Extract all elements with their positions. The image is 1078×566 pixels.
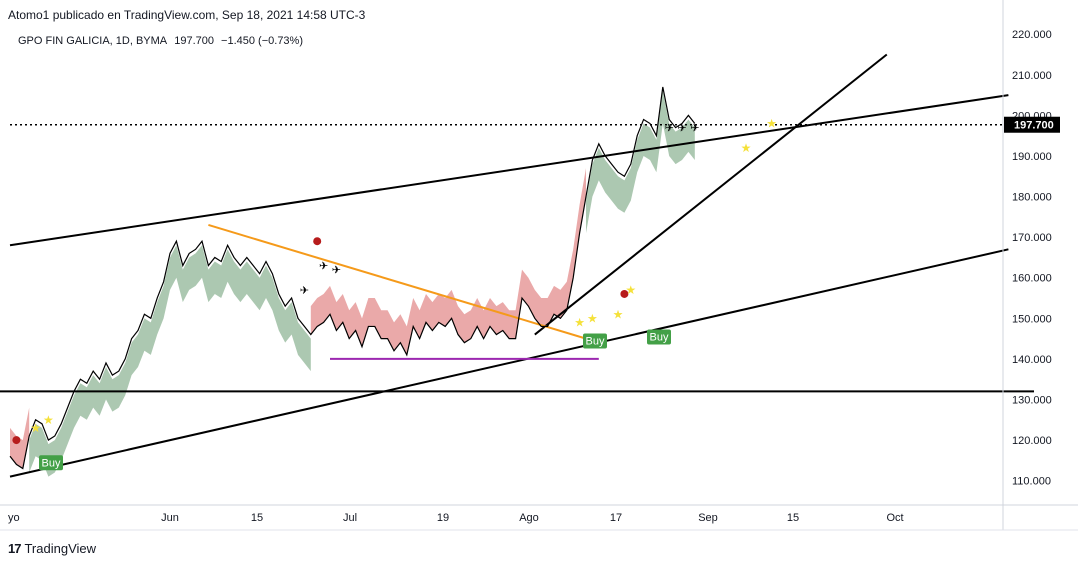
last-price-label: 197.700 — [1014, 120, 1054, 132]
publisher-caption: Atomo1 publicado en TradingView.com, Sep… — [8, 8, 366, 22]
last-price-badge — [1004, 116, 1060, 133]
price-series-line — [9, 86, 696, 470]
x-tick-label: yo — [8, 512, 20, 524]
buy-label-text: Buy — [586, 336, 605, 348]
star-icon: ★ — [613, 307, 624, 321]
x-tick-label: Jun — [161, 512, 179, 524]
x-tick-label: Sep — [698, 512, 718, 524]
y-tick-label: 130.000 — [1012, 394, 1052, 406]
upper-channel-line — [9, 94, 1009, 247]
symbol-legend: GPO FIN GALICIA, 1D, BYMA 197.700 −1.450… — [18, 35, 307, 47]
y-tick-label: 150.000 — [1012, 313, 1052, 325]
y-tick-label: 110.000 — [1012, 476, 1051, 488]
star-icon: ★ — [587, 311, 598, 325]
y-tick-label: 120.000 — [1012, 435, 1052, 447]
tradingview-logo-icon: 17 — [8, 541, 22, 556]
x-tick-label: 15 — [251, 512, 263, 524]
sell-signal-dot — [313, 237, 322, 246]
airplane-icon: ✈ — [300, 285, 309, 297]
buy-signal-label: Buy — [39, 455, 63, 471]
bear-cloud — [10, 407, 30, 469]
x-tick-label: Jul — [343, 512, 357, 524]
airplane-icon: ✈ — [665, 123, 674, 135]
y-tick-label: 220.000 — [1012, 29, 1052, 41]
buy-label-text: Buy — [650, 331, 669, 343]
x-tick-label: 17 — [610, 512, 622, 524]
sell-signal-dot — [12, 436, 21, 445]
y-tick-label: 190.000 — [1012, 151, 1052, 163]
symbol-name[interactable]: GPO FIN GALICIA, 1D, BYMA — [18, 35, 168, 47]
y-tick-label: 160.000 — [1012, 273, 1052, 285]
y-tick-label: 140.000 — [1012, 354, 1052, 366]
price-change: −1.450 (−0.73%) — [221, 35, 303, 47]
orange-downtrend-line — [208, 224, 587, 340]
buy-label-box — [583, 333, 607, 349]
star-icon: ★ — [625, 283, 636, 297]
buy-label-box — [647, 329, 671, 345]
y-tick-label: 180.000 — [1012, 192, 1052, 204]
airplane-icon: ✈ — [332, 265, 341, 277]
airplane-icon: ✈ — [677, 123, 686, 135]
star-icon: ★ — [43, 413, 54, 427]
x-tick-label: 15 — [787, 512, 799, 524]
buy-signal-label: Buy — [583, 333, 607, 349]
bear-cloud — [310, 168, 586, 355]
buy-signal-label: Buy — [647, 329, 671, 345]
y-tick-label: 170.000 — [1012, 232, 1052, 244]
x-tick-label: 19 — [437, 512, 449, 524]
star-icon: ★ — [574, 315, 585, 329]
airplane-icon: ✈ — [690, 123, 699, 135]
last-price: 197.700 — [174, 35, 214, 47]
star-icon: ★ — [30, 421, 41, 435]
bull-cloud — [586, 91, 695, 234]
lower-channel-line — [9, 248, 1009, 478]
footer-brand: TradingView — [24, 541, 97, 556]
y-tick-label: 210.000 — [1012, 70, 1052, 82]
tradingview-footer[interactable]: 17 TradingView — [8, 541, 96, 556]
star-icon: ★ — [766, 117, 777, 131]
x-tick-label: Ago — [519, 512, 539, 524]
sell-signal-dot — [620, 289, 629, 298]
steep-trend-line — [534, 53, 888, 336]
buy-label-text: Buy — [42, 457, 61, 469]
x-tick-label: Oct — [886, 512, 903, 524]
star-icon: ★ — [741, 141, 752, 155]
airplane-icon: ✈ — [319, 261, 328, 273]
bull-cloud — [29, 245, 311, 477]
buy-label-box — [39, 455, 63, 471]
